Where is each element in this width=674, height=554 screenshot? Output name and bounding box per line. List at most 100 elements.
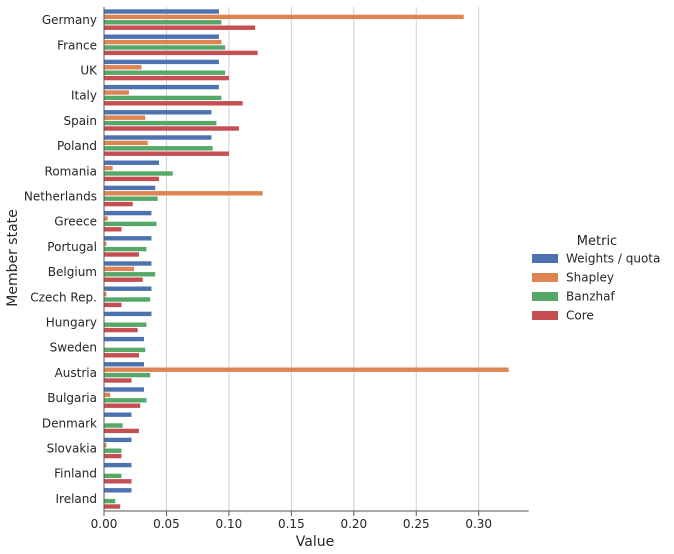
bar [104,75,229,81]
bar [104,412,132,417]
y-tick-label: Hungary [46,316,97,330]
x-axis: 0.00 0.05 0.10 0.15 0.20 0.25 0.30 [91,510,529,531]
legend-entry: Banzhaf [566,290,615,304]
bar [104,185,156,191]
bar [104,126,239,131]
bar [104,398,147,403]
bar [104,70,226,75]
bar [104,115,146,120]
legend-entry: Weights / quota [566,252,660,266]
legend-swatch [532,254,558,263]
bar [104,90,129,95]
legend-swatch [532,311,558,320]
bar [104,9,219,14]
bar [104,50,258,56]
bar [104,479,132,484]
bar [104,151,229,156]
legend-entry: Shapley [566,271,614,285]
bar [104,171,173,176]
bar [104,443,107,448]
y-tick-label: Denmark [42,416,97,430]
bar [104,372,151,378]
legend: Metric Weights / quota Shapley Banzhaf Core [532,234,660,323]
bar [104,336,144,342]
y-tick-label: Belgium [48,265,97,279]
x-tick-label: 0.25 [403,517,430,531]
bar [104,387,144,392]
bar [104,236,152,241]
y-tick-label: UK [80,64,98,78]
bar [104,327,138,333]
bar [104,95,222,101]
bar [104,261,152,266]
bar [104,20,222,25]
bar [104,14,464,20]
bar [104,423,123,428]
bar [104,291,107,297]
bar [104,176,159,182]
bar [104,302,122,308]
bar [104,210,152,216]
bar [104,227,122,232]
y-tick-label: Netherlands [24,190,97,204]
y-tick-label: Germany [42,13,97,27]
bar [104,392,111,398]
bar [104,101,243,106]
bar [104,286,152,291]
bar [104,25,256,30]
bar [104,428,139,434]
x-tick-label: 0.00 [91,517,118,531]
x-tick-label: 0.15 [278,517,305,531]
legend-swatch [532,273,558,282]
bar [104,347,146,353]
bar [104,403,141,408]
y-tick-label: Ireland [55,492,97,506]
bar [104,462,132,468]
bar [104,252,139,257]
bar [104,160,159,165]
y-tick-label: Bulgaria [47,391,97,405]
legend-title: Metric [577,234,617,249]
bar [104,39,222,45]
bar [104,84,219,90]
bar [104,120,217,126]
bar [104,45,226,50]
bar [104,196,158,201]
bar [104,272,156,277]
bar [104,135,212,140]
bar [104,473,122,479]
x-tick-label: 0.30 [465,517,492,531]
bar [104,297,151,302]
x-tick-label: 0.10 [216,517,243,531]
bar [104,216,108,221]
y-tick-label: Portugal [47,240,97,254]
bar [104,448,122,453]
y-tick-label: Greece [54,215,97,229]
bar [104,241,107,246]
legend-entry: Core [566,309,594,323]
bar [104,221,157,227]
bar [104,110,212,115]
x-tick-label: 0.20 [340,517,367,531]
bar [104,191,263,196]
bars [104,9,509,509]
bar [104,34,219,39]
y-axis: Germany France UK Italy Spain Poland Romania Ne… [24,7,105,511]
bar [104,201,133,207]
x-axis-label: Value [296,534,334,550]
y-tick-label: Poland [57,139,97,153]
y-tick-label: Slovakia [47,442,97,456]
bar [104,59,219,65]
bar [104,311,152,317]
y-axis-label: Member state [5,209,21,307]
bar [104,437,132,443]
bar [104,266,134,272]
bar [104,322,147,327]
y-tick-label: Finland [54,467,97,481]
bar [104,165,113,171]
bar [104,277,143,282]
bar [104,367,509,372]
y-tick-label: Austria [55,366,97,380]
grid-lines [103,7,480,511]
